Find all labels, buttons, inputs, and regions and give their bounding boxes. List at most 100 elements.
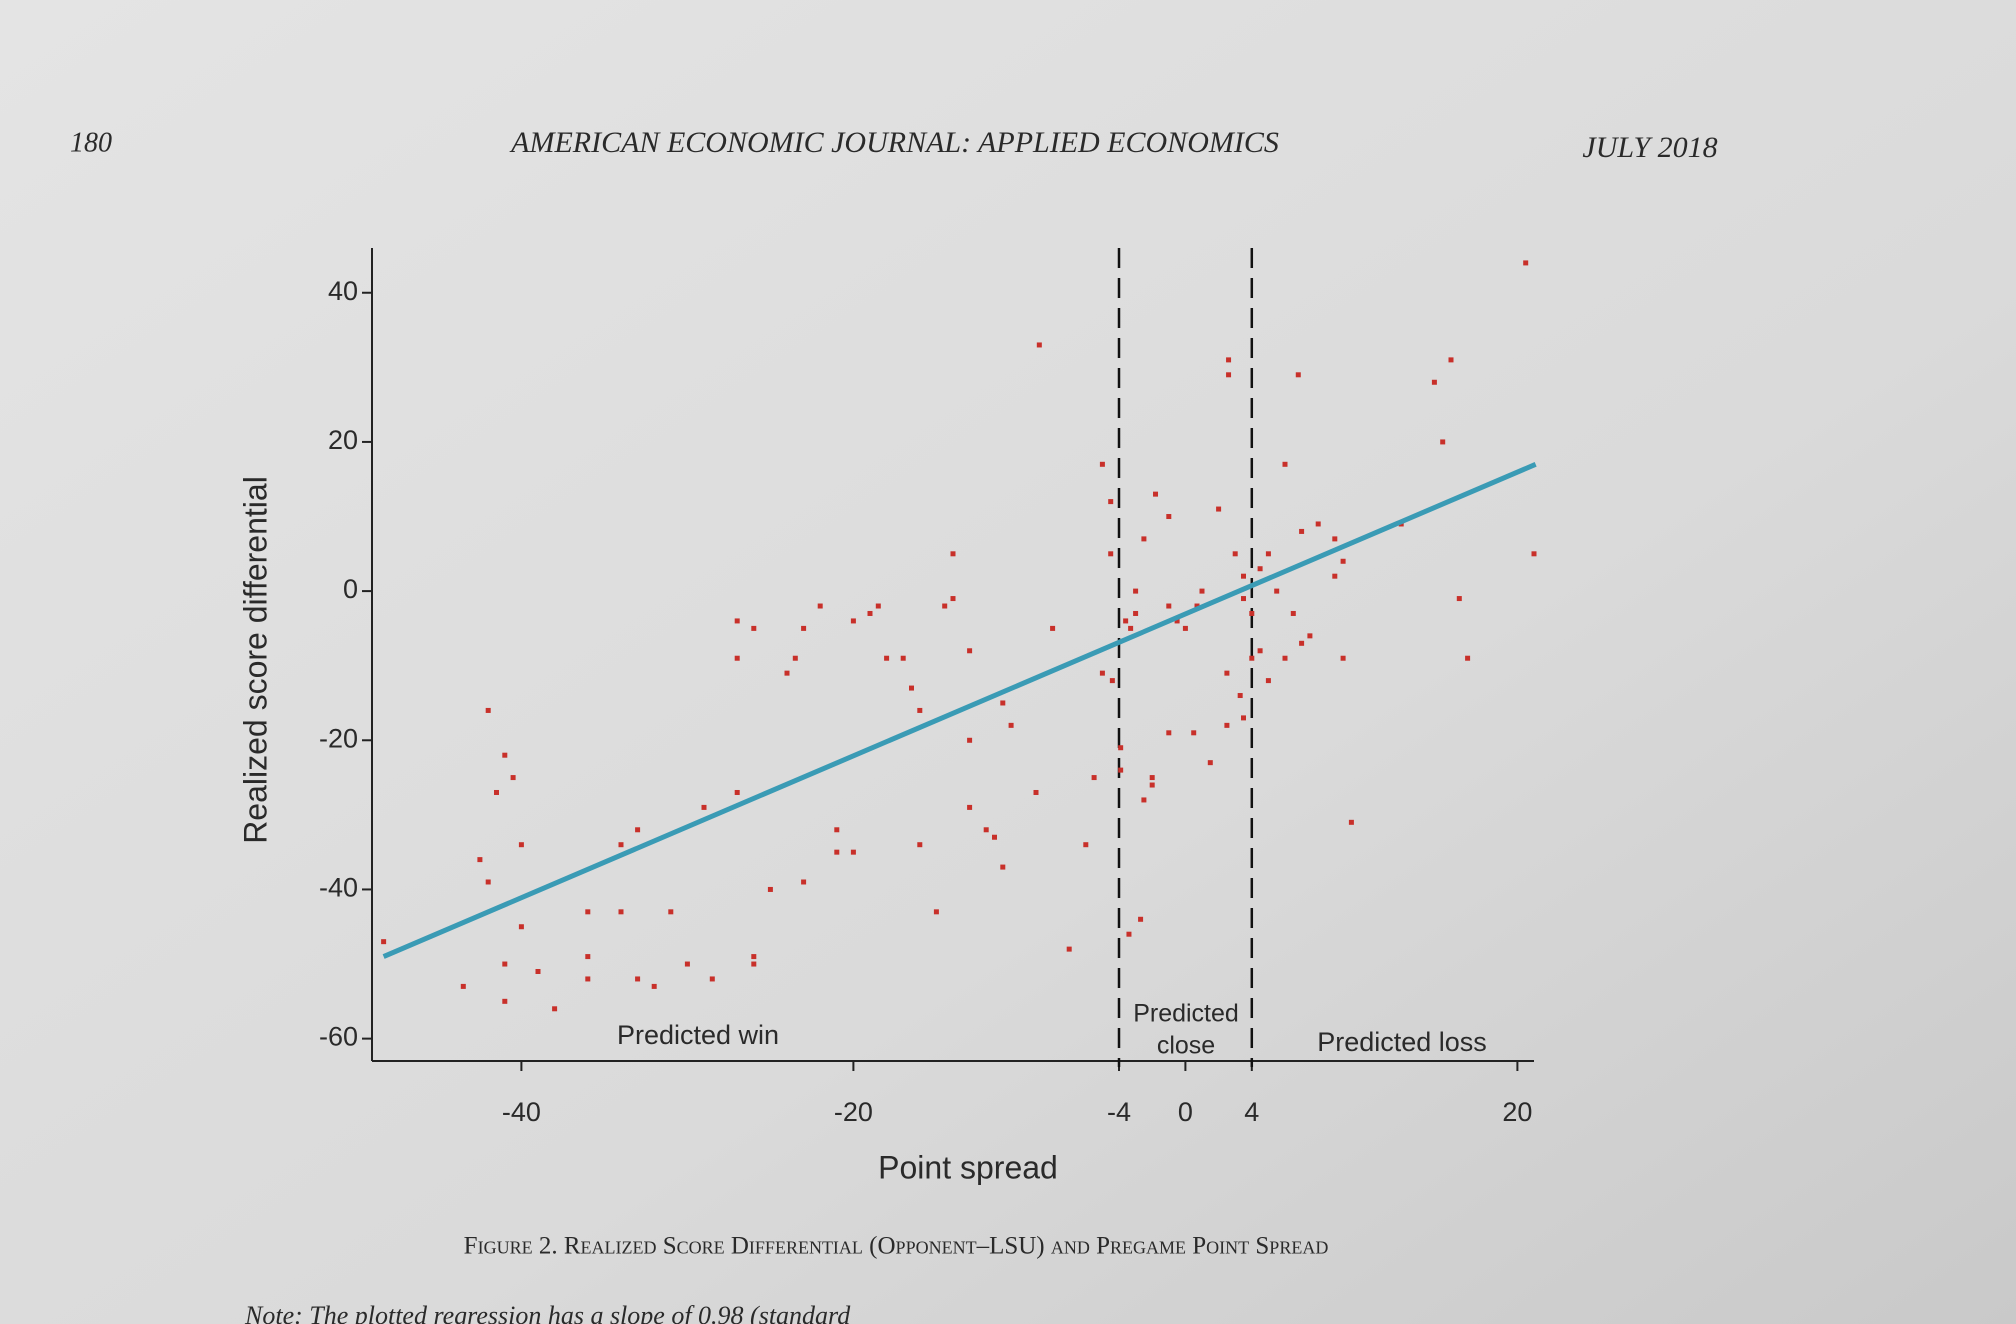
point — [709, 976, 715, 982]
point — [494, 789, 499, 795]
point — [1108, 499, 1114, 505]
point — [1141, 536, 1147, 542]
point — [1141, 797, 1147, 803]
y-tick-label: -60 — [319, 1022, 358, 1052]
point — [502, 961, 508, 967]
point — [1050, 625, 1056, 631]
point — [1299, 528, 1305, 534]
point — [1332, 573, 1338, 579]
point — [900, 655, 906, 661]
point — [485, 707, 491, 713]
point — [552, 1006, 558, 1012]
point — [618, 842, 624, 848]
point — [1149, 782, 1155, 788]
point — [518, 924, 524, 930]
y-tick-label: -40 — [319, 873, 358, 903]
point — [381, 939, 387, 945]
point — [1194, 603, 1200, 609]
point — [1241, 573, 1246, 579]
point — [701, 804, 707, 810]
point — [967, 648, 973, 654]
point — [1099, 670, 1105, 676]
point — [801, 879, 807, 885]
point — [585, 976, 591, 982]
point — [850, 618, 856, 624]
point — [983, 827, 989, 833]
point — [884, 655, 890, 661]
point — [917, 842, 923, 848]
point — [1249, 655, 1255, 661]
x-tick-label: -20 — [834, 1097, 873, 1127]
point — [635, 827, 641, 833]
point — [1008, 722, 1014, 728]
figure-caption: Figure 2. Realized Score Differential (O… — [464, 1233, 1329, 1260]
point — [477, 857, 483, 863]
point — [1295, 372, 1301, 378]
point — [1207, 760, 1213, 766]
y-axis-title: Realized score differential — [237, 476, 273, 844]
point — [1166, 514, 1172, 520]
point — [1123, 618, 1129, 624]
point — [1299, 640, 1305, 646]
point — [834, 827, 840, 833]
point — [1241, 715, 1246, 721]
point — [1166, 730, 1172, 736]
point — [1182, 625, 1188, 631]
point — [668, 909, 674, 915]
point — [1166, 603, 1172, 609]
point — [585, 909, 591, 915]
point — [460, 983, 466, 989]
point — [850, 849, 856, 855]
x-tick-label: 4 — [1244, 1097, 1259, 1127]
point — [1531, 551, 1537, 557]
point — [1099, 461, 1105, 467]
point — [1348, 819, 1354, 825]
point — [1440, 439, 1446, 445]
point — [1332, 536, 1338, 542]
issue-date: JULY 2018 — [1582, 131, 1717, 164]
y-tick-label: 0 — [343, 574, 358, 604]
point — [875, 603, 881, 609]
point — [1138, 916, 1144, 922]
point — [1315, 521, 1321, 527]
point — [1340, 558, 1346, 564]
point — [651, 983, 657, 989]
point — [1118, 767, 1124, 773]
point — [1174, 618, 1180, 624]
point — [1000, 700, 1006, 706]
point — [1307, 633, 1313, 639]
y-tick-label: 20 — [328, 425, 358, 455]
point — [767, 886, 773, 892]
point — [967, 804, 973, 810]
point — [1033, 789, 1039, 795]
point — [1066, 946, 1072, 952]
point — [1083, 842, 1089, 848]
x-tick-label: 20 — [1502, 1097, 1532, 1127]
x-tick-label: 0 — [1178, 1097, 1193, 1127]
point — [585, 954, 591, 960]
point — [618, 909, 624, 915]
point — [1249, 610, 1255, 616]
point — [801, 625, 807, 631]
regression-line — [382, 462, 1537, 959]
point — [1265, 551, 1271, 557]
point — [1431, 379, 1437, 385]
point — [734, 655, 740, 661]
point — [933, 909, 939, 915]
journal-title: AMERICAN ECONOMIC JOURNAL: APPLIED ECONO… — [509, 126, 1279, 159]
point — [1226, 372, 1232, 378]
annotation: Predicted win — [617, 1020, 779, 1050]
point — [950, 551, 956, 557]
y-tick-label: -20 — [319, 723, 358, 753]
point — [510, 775, 516, 781]
point — [1036, 342, 1042, 348]
point — [1153, 491, 1159, 497]
point — [909, 685, 914, 691]
point — [1216, 506, 1222, 512]
point — [1108, 551, 1114, 557]
point — [1257, 648, 1263, 654]
x-tick-label: -4 — [1107, 1097, 1131, 1127]
point — [1149, 775, 1155, 781]
